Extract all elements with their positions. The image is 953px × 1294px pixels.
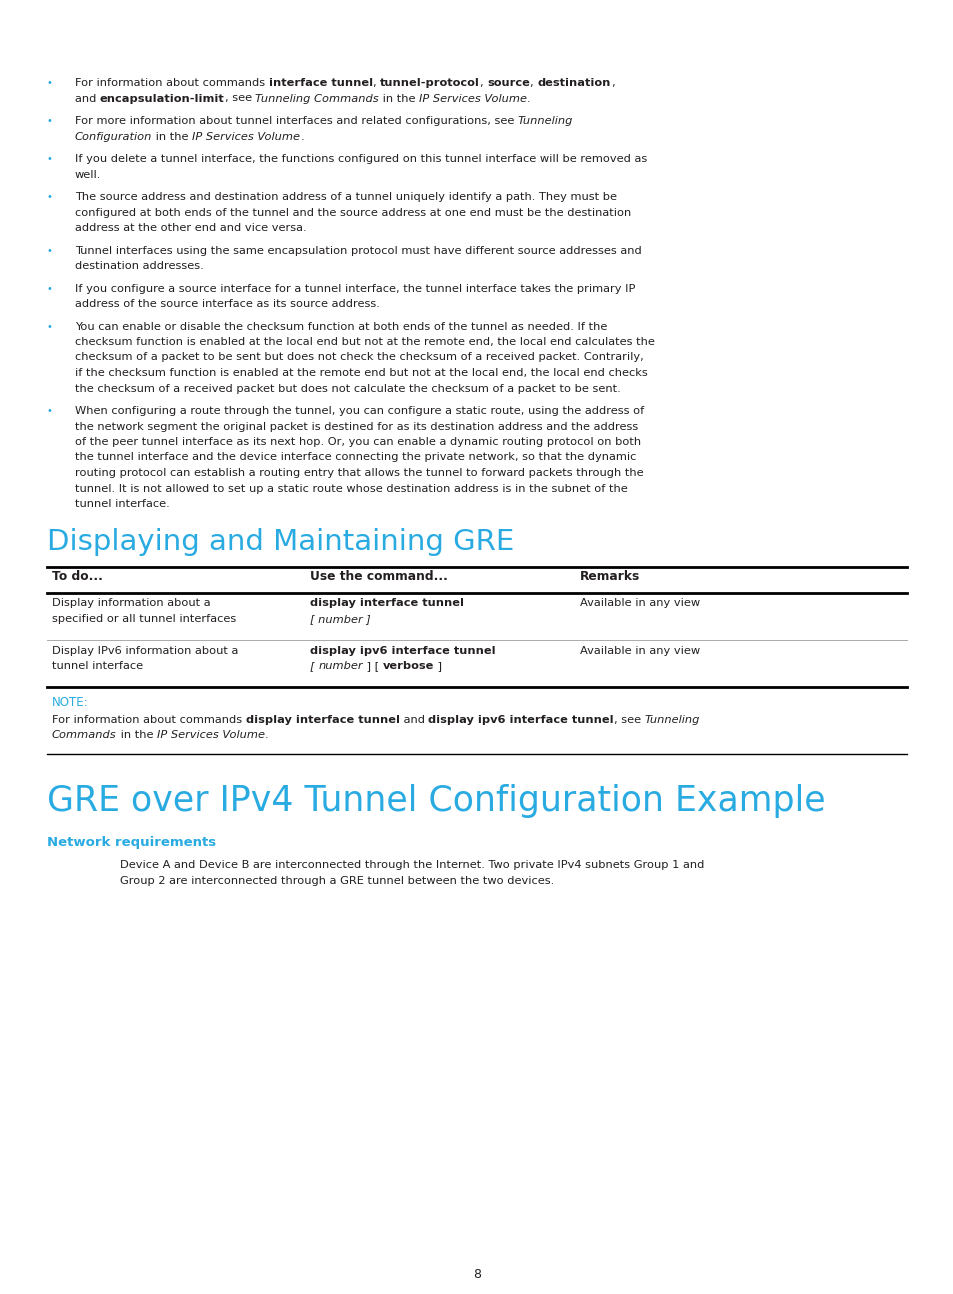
Text: ,: , — [373, 78, 379, 88]
Text: Configuration: Configuration — [75, 132, 152, 141]
Text: in the: in the — [152, 132, 193, 141]
Text: number: number — [317, 661, 362, 672]
Text: and: and — [399, 716, 428, 725]
Text: address at the other end and vice versa.: address at the other end and vice versa. — [75, 223, 306, 233]
Text: configured at both ends of the tunnel and the source address at one end must be : configured at both ends of the tunnel an… — [75, 207, 631, 217]
Text: IP Services Volume: IP Services Volume — [193, 132, 300, 141]
Text: checksum of a packet to be sent but does not check the checksum of a received pa: checksum of a packet to be sent but does… — [75, 352, 643, 362]
Text: For information about commands: For information about commands — [75, 78, 269, 88]
Text: Displaying and Maintaining GRE: Displaying and Maintaining GRE — [47, 528, 514, 556]
Text: Device A and Device B are interconnected through the Internet. Two private IPv4 : Device A and Device B are interconnected… — [120, 861, 703, 870]
Text: display ipv6 interface tunnel: display ipv6 interface tunnel — [428, 716, 614, 725]
Text: the network segment the original packet is destined for as its destination addre: the network segment the original packet … — [75, 422, 638, 431]
Text: tunnel interface.: tunnel interface. — [75, 499, 170, 509]
Text: tunnel interface: tunnel interface — [52, 661, 143, 672]
Text: •: • — [47, 321, 52, 331]
Text: if the checksum function is enabled at the remote end but not at the local end, : if the checksum function is enabled at t… — [75, 367, 647, 378]
Text: ] [: ] [ — [362, 661, 382, 672]
Text: Commands: Commands — [52, 731, 116, 740]
Text: display ipv6 interface tunnel: display ipv6 interface tunnel — [310, 646, 496, 656]
Text: display interface tunnel: display interface tunnel — [246, 716, 399, 725]
Text: , see: , see — [225, 93, 255, 104]
Text: If you delete a tunnel interface, the functions configured on this tunnel interf: If you delete a tunnel interface, the fu… — [75, 154, 646, 164]
Text: ,: , — [610, 78, 614, 88]
Text: IP Services Volume: IP Services Volume — [156, 731, 265, 740]
Text: IP Services Volume: IP Services Volume — [418, 93, 527, 104]
Text: Available in any view: Available in any view — [579, 599, 700, 608]
Text: of the peer tunnel interface as its next hop. Or, you can enable a dynamic routi: of the peer tunnel interface as its next… — [75, 437, 640, 446]
Text: Tunneling Commands: Tunneling Commands — [255, 93, 378, 104]
Text: •: • — [47, 78, 52, 88]
Text: destination: destination — [537, 78, 610, 88]
Text: If you configure a source interface for a tunnel interface, the tunnel interface: If you configure a source interface for … — [75, 283, 635, 294]
Text: ,: , — [479, 78, 487, 88]
Text: address of the source interface as its source address.: address of the source interface as its s… — [75, 299, 379, 309]
Text: GRE over IPv4 Tunnel Configuration Example: GRE over IPv4 Tunnel Configuration Examp… — [47, 784, 824, 818]
Text: Use the command...: Use the command... — [310, 571, 447, 584]
Text: NOTE:: NOTE: — [52, 696, 89, 709]
Text: To do...: To do... — [52, 571, 103, 584]
Text: routing protocol can establish a routing entry that allows the tunnel to forward: routing protocol can establish a routing… — [75, 468, 643, 477]
Text: in the: in the — [378, 93, 418, 104]
Text: •: • — [47, 154, 52, 164]
Text: •: • — [47, 116, 52, 126]
Text: encapsulation-limit: encapsulation-limit — [100, 93, 225, 104]
Text: in the: in the — [116, 731, 156, 740]
Text: Tunnel interfaces using the same encapsulation protocol must have different sour: Tunnel interfaces using the same encapsu… — [75, 246, 641, 255]
Text: the checksum of a received packet but does not calculate the checksum of a packe: the checksum of a received packet but do… — [75, 383, 620, 393]
Text: The source address and destination address of a tunnel uniquely identify a path.: The source address and destination addre… — [75, 192, 617, 202]
Text: When configuring a route through the tunnel, you can configure a static route, u: When configuring a route through the tun… — [75, 406, 643, 415]
Text: and: and — [75, 93, 100, 104]
Text: .: . — [300, 132, 304, 141]
Text: Available in any view: Available in any view — [579, 646, 700, 656]
Text: specified or all tunnel interfaces: specified or all tunnel interfaces — [52, 613, 236, 624]
Text: ]: ] — [434, 661, 441, 672]
Text: interface tunnel: interface tunnel — [269, 78, 373, 88]
Text: destination addresses.: destination addresses. — [75, 261, 204, 270]
Text: display interface tunnel: display interface tunnel — [310, 599, 463, 608]
Text: For more information about tunnel interfaces and related configurations, see: For more information about tunnel interf… — [75, 116, 517, 126]
Text: tunnel-protocol: tunnel-protocol — [379, 78, 479, 88]
Text: ,: , — [530, 78, 537, 88]
Text: , see: , see — [614, 716, 644, 725]
Text: •: • — [47, 283, 52, 294]
Text: .: . — [265, 731, 268, 740]
Text: •: • — [47, 406, 52, 415]
Text: the tunnel interface and the device interface connecting the private network, so: the tunnel interface and the device inte… — [75, 453, 636, 462]
Text: Tunneling: Tunneling — [644, 716, 700, 725]
Text: Group 2 are interconnected through a GRE tunnel between the two devices.: Group 2 are interconnected through a GRE… — [120, 876, 554, 885]
Text: Network requirements: Network requirements — [47, 836, 216, 849]
Text: tunnel. It is not allowed to set up a static route whose destination address is : tunnel. It is not allowed to set up a st… — [75, 484, 627, 493]
Text: •: • — [47, 192, 52, 202]
Text: Remarks: Remarks — [579, 571, 639, 584]
Text: •: • — [47, 246, 52, 255]
Text: For information about commands: For information about commands — [52, 716, 246, 725]
Text: 8: 8 — [473, 1268, 480, 1281]
Text: You can enable or disable the checksum function at both ends of the tunnel as ne: You can enable or disable the checksum f… — [75, 321, 607, 331]
Text: Display IPv6 information about a: Display IPv6 information about a — [52, 646, 238, 656]
Text: well.: well. — [75, 170, 101, 180]
Text: checksum function is enabled at the local end but not at the remote end, the loc: checksum function is enabled at the loca… — [75, 336, 654, 347]
Text: verbose: verbose — [382, 661, 434, 672]
Text: [: [ — [310, 661, 317, 672]
Text: [ number ]: [ number ] — [310, 613, 371, 624]
Text: .: . — [527, 93, 530, 104]
Text: Display information about a: Display information about a — [52, 599, 211, 608]
Text: source: source — [487, 78, 530, 88]
Text: Tunneling: Tunneling — [517, 116, 573, 126]
